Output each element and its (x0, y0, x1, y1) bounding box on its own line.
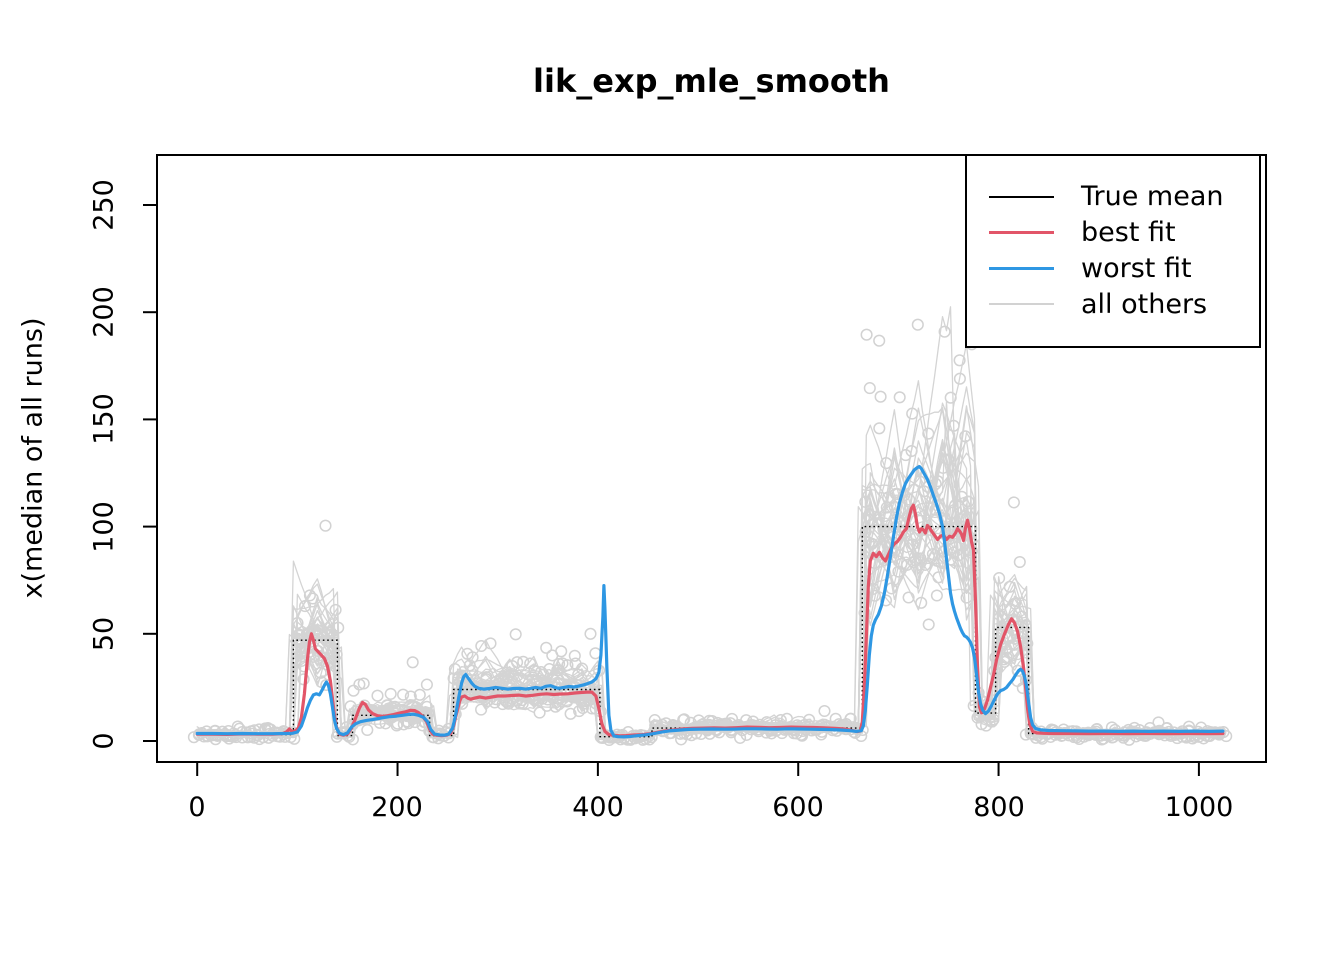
x-tick-label-200: 200 (371, 792, 423, 823)
all-others-lines-layer (196, 306, 1224, 741)
y-tick-label-50: 50 (88, 616, 120, 652)
legend-label-all-others: all others (1081, 288, 1208, 320)
true-mean-line-layer (197, 525, 1224, 738)
true-mean-line-swatch (989, 195, 1054, 198)
data-layer (187, 306, 1233, 747)
legend-label-worst-fit: worst fit (1081, 252, 1192, 284)
legend-box: True mean best fit worst fit all others (965, 154, 1261, 348)
y-tick-label-0: 0 (88, 732, 120, 750)
y-tick-label-150: 150 (88, 393, 120, 445)
axis-tick-marks (143, 204, 1200, 776)
chart-title: lik_exp_mle_smooth (533, 62, 890, 100)
worst-fit-line-layer (195, 465, 1225, 739)
plot-box (156, 154, 1267, 763)
x-tick-label-400: 400 (572, 792, 624, 823)
legend-label-best-fit: best fit (1081, 217, 1176, 249)
legend-row-worst-fit: worst fit (989, 251, 1259, 287)
x-tick-label-0: 0 (188, 792, 206, 823)
worst-fit-line-swatch (989, 266, 1054, 270)
y-tick-label-100: 100 (88, 501, 120, 553)
x-tick-label-600: 600 (772, 792, 824, 823)
best-fit-line-swatch (989, 231, 1054, 235)
y-tick-label-250: 250 (88, 179, 120, 231)
legend-row-best-fit: best fit (989, 215, 1259, 251)
y-tick-label-200: 200 (88, 286, 120, 338)
scatter-points-layer (187, 318, 1233, 747)
legend-label-true-mean: True mean (1081, 181, 1224, 213)
all-others-line-swatch (989, 303, 1054, 306)
legend-row-all-others: all others (989, 286, 1259, 322)
x-tick-label-800: 800 (973, 792, 1025, 823)
legend-row-true-mean: True mean (989, 179, 1259, 215)
y-axis-label: x(median of all runs) (17, 317, 49, 599)
x-tick-label-1000: 1000 (1164, 792, 1234, 823)
